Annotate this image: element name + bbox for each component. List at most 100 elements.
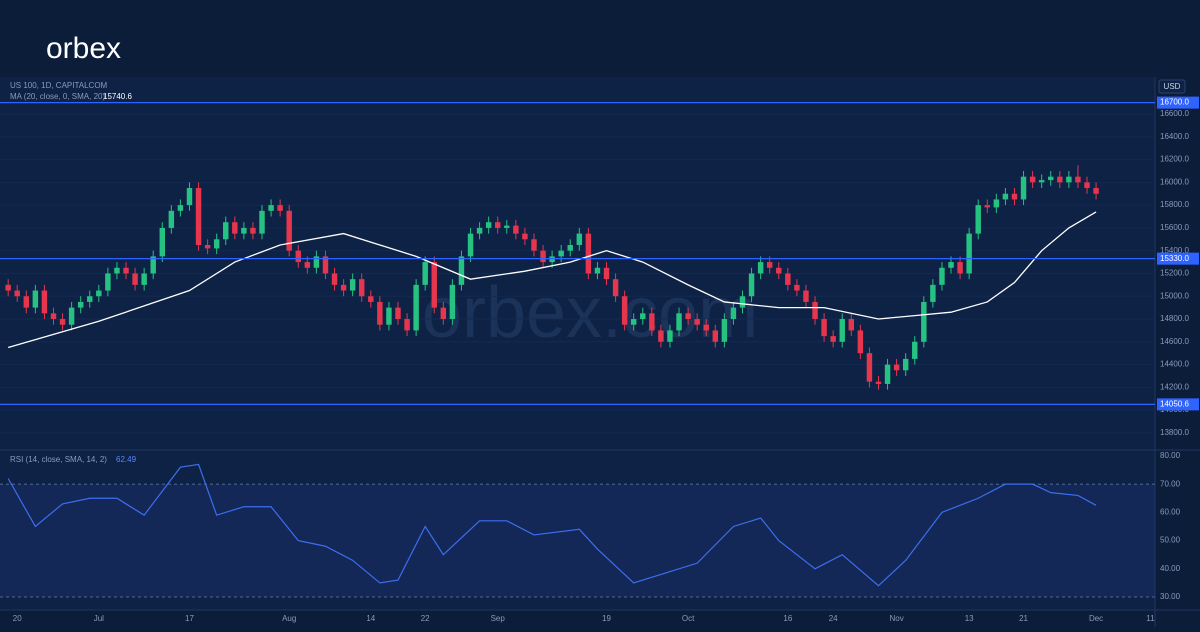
plot-area (0, 77, 1155, 610)
candle-body (313, 256, 320, 268)
candle-body (766, 262, 773, 268)
candle-body (250, 227, 256, 234)
candle-body (14, 290, 20, 297)
candle-body (159, 227, 165, 257)
symbol-title: US 100, 1D, CAPITALCOM (10, 81, 108, 90)
candle-body (413, 284, 419, 331)
level-label: 14050.6 (1160, 399, 1189, 408)
candle-body (531, 239, 537, 251)
candle-body (540, 250, 546, 263)
candle-body (241, 227, 247, 234)
x-tick-label: 11 (1146, 614, 1155, 623)
y-tick-label: 50.00 (1160, 536, 1181, 545)
candle-body (431, 262, 437, 308)
candle-body (259, 210, 265, 234)
rsi-legend: RSI (14, close, SMA, 14, 2) (10, 455, 107, 464)
candle-body (694, 319, 700, 325)
candle-body (304, 262, 311, 268)
candle-body (939, 267, 945, 285)
candle-body (295, 250, 301, 263)
y-tick-label: 14400.0 (1160, 360, 1189, 369)
watermark: orbex.com (422, 273, 758, 353)
candle-body (558, 250, 564, 257)
candle-body (132, 273, 138, 285)
x-tick-label: 17 (185, 614, 194, 623)
candle-body (59, 319, 66, 325)
candle-body (23, 296, 30, 308)
candle-body (422, 262, 428, 285)
candle-body (1093, 188, 1099, 194)
candle-body (223, 222, 229, 240)
candle-body (821, 319, 827, 337)
y-tick-label: 15800.0 (1160, 200, 1189, 209)
candle-body (1038, 180, 1045, 183)
candle-body (213, 239, 220, 249)
y-tick-label: 16200.0 (1160, 155, 1189, 164)
candle-body (640, 313, 646, 320)
candle-body (495, 222, 501, 228)
candle-body (1084, 182, 1090, 189)
candle-body (803, 290, 809, 302)
candle-body (630, 319, 637, 325)
candle-body (848, 319, 855, 331)
candle-body (449, 284, 456, 320)
candle-body (912, 341, 918, 359)
candle-body (993, 199, 1000, 208)
candle-body (87, 296, 93, 302)
candle-body (377, 301, 383, 325)
candle-body (567, 244, 573, 251)
x-tick-label: Aug (282, 614, 296, 623)
candle-body (812, 301, 818, 320)
candle-body (957, 262, 963, 274)
x-tick-label: 20 (13, 614, 22, 623)
candle-body (504, 225, 510, 228)
candle-body (277, 205, 283, 211)
candle-body (123, 267, 129, 274)
x-tick-label: Sep (491, 614, 506, 623)
candle-body (748, 273, 755, 297)
candle-body (513, 225, 519, 234)
candle-body (177, 205, 184, 211)
candle-body (984, 205, 990, 208)
rsi-line (7, 463, 1097, 587)
candle-body (359, 279, 365, 297)
x-tick-label: Dec (1089, 614, 1103, 623)
candle-body (105, 273, 111, 291)
candle-body (676, 313, 682, 331)
x-tick-label: Jul (94, 614, 104, 623)
candle-body (966, 233, 972, 274)
candle-body (830, 336, 836, 342)
candle-body (1011, 193, 1018, 200)
logo: orbex (46, 32, 121, 65)
candle-body (839, 319, 845, 342)
candle-body (703, 324, 709, 331)
x-tick-label: 14 (366, 614, 375, 623)
candle-body (331, 273, 338, 285)
ma-legend-value: 15740.6 (103, 92, 132, 101)
candle-body (467, 233, 474, 257)
x-tick-label: 13 (965, 614, 974, 623)
currency-box (1158, 79, 1186, 94)
candle-body (866, 353, 873, 382)
candle-body (893, 364, 900, 371)
y-tick-label: 15000.0 (1160, 291, 1189, 300)
candle-body (585, 233, 592, 274)
candle-body (930, 284, 936, 302)
candle-body (875, 381, 882, 384)
candle-body (268, 205, 274, 211)
candle-body (41, 290, 48, 314)
candle-body (612, 279, 619, 297)
candle-body (712, 330, 719, 342)
candle-body (232, 222, 238, 234)
candle-body (1075, 176, 1081, 183)
x-tick-label: 24 (829, 614, 838, 623)
candle-body (395, 307, 401, 320)
y-tick-label: 30.00 (1160, 592, 1181, 601)
candle-body (50, 313, 57, 320)
candle-body (68, 307, 75, 325)
candle-body (32, 290, 39, 308)
x-tick-label: Nov (890, 614, 904, 623)
y-tick-label: 16600.0 (1160, 109, 1189, 118)
candle-body (658, 330, 664, 342)
